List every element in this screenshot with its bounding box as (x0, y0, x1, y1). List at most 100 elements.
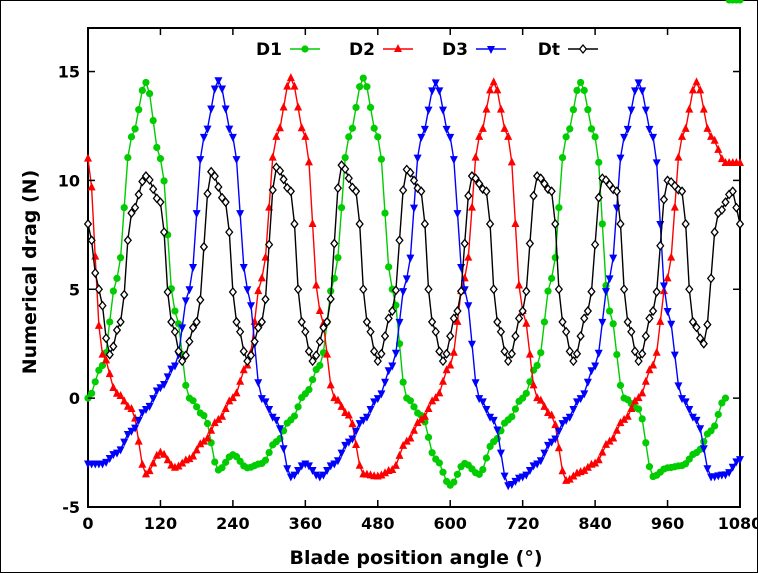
data-point-d3 (138, 409, 147, 418)
data-point-d3 (609, 254, 618, 263)
legend-marker-d3 (487, 46, 495, 54)
data-point-dt (424, 284, 433, 295)
data-point-d2 (239, 365, 248, 374)
data-point-d2 (257, 273, 266, 282)
data-point-d3 (413, 154, 422, 163)
data-point-d3 (399, 288, 408, 297)
data-point-d2 (323, 349, 332, 358)
data-point-dt (580, 313, 589, 324)
data-point-d3 (181, 297, 190, 306)
data-point-d3 (562, 416, 571, 425)
data-point-dt (685, 284, 694, 295)
data-point-dt (703, 319, 712, 330)
data-point-d1 (109, 287, 117, 295)
data-point-d2 (453, 316, 462, 325)
data-point-d2 (580, 465, 589, 474)
series-dt (83, 160, 745, 367)
data-point-d3 (141, 406, 150, 415)
data-point-dt (109, 341, 118, 352)
data-point-dt (268, 184, 277, 196)
data-point-d2 (199, 436, 208, 445)
data-point-d3 (471, 379, 480, 388)
data-point-d2 (174, 461, 183, 470)
data-point-d1 (359, 74, 367, 82)
data-point-d3 (587, 367, 596, 376)
data-point-dt (279, 174, 288, 185)
data-point-d3 (558, 420, 567, 429)
data-point-d2 (681, 123, 690, 132)
data-point-d2 (395, 450, 404, 459)
data-point-d1 (189, 397, 197, 405)
data-point-d2 (663, 273, 672, 282)
data-point-d1 (453, 470, 462, 478)
data-point-d1 (638, 415, 646, 423)
data-point-d2 (275, 123, 284, 132)
data-point-d3 (236, 210, 245, 219)
data-point-dt (275, 165, 285, 176)
data-point-dt (594, 192, 603, 203)
data-point-d1 (348, 124, 357, 132)
data-point-d3 (308, 466, 317, 475)
data-point-d3 (410, 204, 418, 213)
data-point-dt (192, 316, 201, 327)
data-point-d3 (163, 373, 172, 382)
data-point-d1 (399, 378, 407, 386)
data-point-dt (514, 313, 524, 324)
data-point-d2 (565, 474, 574, 483)
data-point-d1 (363, 83, 371, 91)
data-point-d1 (508, 413, 516, 421)
data-point-d2 (272, 131, 281, 140)
data-point-dt (362, 316, 372, 327)
data-point-d3 (275, 425, 284, 434)
data-point-dt (482, 186, 491, 197)
data-point-d1 (526, 378, 534, 386)
data-point-dt (435, 346, 444, 357)
data-point-dt (634, 356, 643, 367)
data-point-d1 (370, 124, 378, 132)
data-point-d3 (616, 154, 625, 163)
legend-label-dt: Dt (538, 40, 560, 60)
legend-label-d1: D1 (256, 40, 282, 60)
data-point-dt (449, 313, 458, 324)
data-point-dt (551, 218, 560, 229)
data-point-d1 (711, 422, 719, 430)
data-point-dt (112, 325, 122, 336)
data-point-dt (540, 178, 549, 189)
data-point-d2 (134, 436, 143, 445)
data-point-d3 (620, 133, 629, 142)
data-point-d3 (449, 156, 458, 165)
data-point-d2 (594, 455, 603, 464)
data-point-d2 (308, 218, 317, 227)
data-point-d3 (196, 156, 205, 165)
data-point-d3 (703, 465, 712, 474)
data-point-d2 (482, 104, 491, 113)
data-point-d1 (341, 153, 349, 162)
data-point-d1 (290, 412, 299, 420)
data-point-d2 (645, 365, 654, 374)
data-point-dt (264, 239, 274, 250)
data-point-d3 (573, 398, 581, 407)
data-point-dt (522, 286, 531, 297)
data-point-d2 (120, 396, 129, 405)
data-point-d3 (225, 125, 234, 134)
data-point-d2 (703, 123, 712, 132)
data-point-dt (659, 194, 669, 205)
data-point-dt (728, 186, 737, 197)
data-point-dt (627, 326, 636, 337)
data-point-dt (504, 356, 513, 367)
data-point-d1 (160, 177, 168, 185)
data-point-d2 (583, 462, 592, 471)
x-tick-label: 1080 (718, 514, 758, 533)
data-point-d3 (199, 133, 208, 142)
data-point-d3 (565, 413, 574, 422)
data-point-d2 (290, 81, 299, 90)
data-point-d2 (420, 411, 429, 420)
data-point-dt (243, 356, 252, 367)
data-point-d2 (446, 360, 455, 369)
data-point-d2 (525, 349, 534, 358)
data-point-d3 (438, 106, 447, 115)
data-point-d2 (511, 218, 520, 227)
data-point-d2 (540, 401, 549, 410)
data-point-d2 (138, 459, 147, 468)
data-point-dt (431, 326, 440, 337)
